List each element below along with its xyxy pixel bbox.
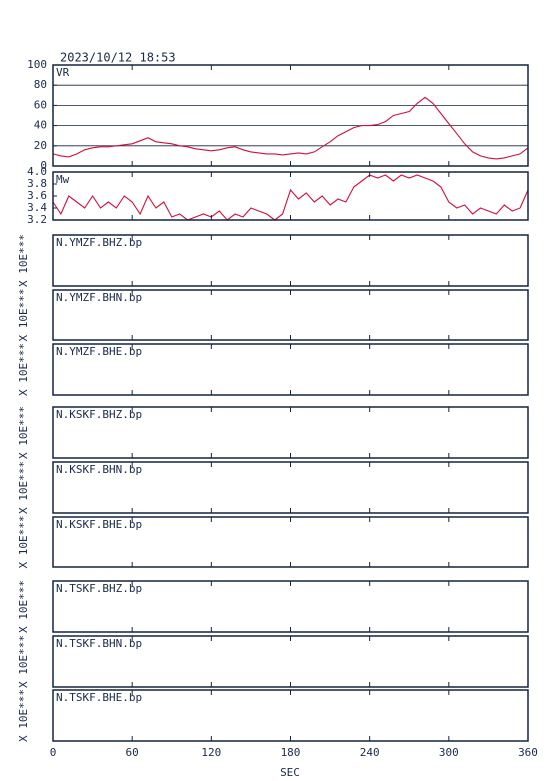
y-tick-label: 40 [34,119,47,132]
trace-y-label: X 10E*** [17,580,30,633]
x-tick-label: 0 [50,746,57,759]
trace-y-label: X 10E*** [17,343,30,396]
x-tick-label: 360 [518,746,538,759]
x-tick-label: 60 [126,746,139,759]
y-tick-label: 3.8 [27,177,47,190]
data-line [52,96,529,160]
y-tick-label: 3.6 [27,189,47,202]
trace-label: N.TSKF.BHE.bp [56,691,142,704]
trace-label: N.TSKF.BHN.bp [56,637,142,650]
y-tick-label: 4.0 [27,165,47,178]
title: 2023/10/12 18:53 [60,51,176,65]
trace-label: N.KSKF.BHZ.bp [56,408,142,421]
y-tick-label: 20 [34,139,47,152]
trace-label: N.KSKF.BHE.bp [56,518,142,531]
trace-y-label: X 10E*** [17,289,30,342]
x-tick-label: 180 [281,746,301,759]
trace-label: N.YMZF.BHZ.bp [56,236,142,249]
trace-y-label: X 10E*** [17,461,30,514]
trace-label: N.TSKF.BHZ.bp [56,582,142,595]
y-tick-label: 80 [34,78,47,91]
trace-label: N.YMZF.BHN.bp [56,291,142,304]
trace-label: N.KSKF.BHN.bp [56,463,142,476]
x-tick-label: 240 [360,746,380,759]
y-tick-label: 100 [27,58,47,71]
x-axis-label: SEC [280,766,300,779]
panel-label: VR [56,66,70,79]
y-tick-label: 60 [34,98,47,111]
x-tick-label: 300 [439,746,459,759]
trace-y-label: X 10E*** [17,516,30,569]
panel-label: Mw [56,173,70,186]
data-line [52,174,529,221]
trace-y-label: X 10E*** [17,406,30,459]
trace-y-label: X 10E*** [17,689,30,742]
trace-label: N.YMZF.BHE.bp [56,345,142,358]
y-tick-label: 3.4 [27,201,47,214]
trace-y-label: X 10E*** [17,234,30,287]
x-tick-label: 120 [201,746,221,759]
y-tick-label: 0 [40,159,47,172]
trace-y-label: X 10E*** [17,635,30,688]
panel-frame [52,64,529,167]
y-tick-label: 3.2 [27,213,47,226]
